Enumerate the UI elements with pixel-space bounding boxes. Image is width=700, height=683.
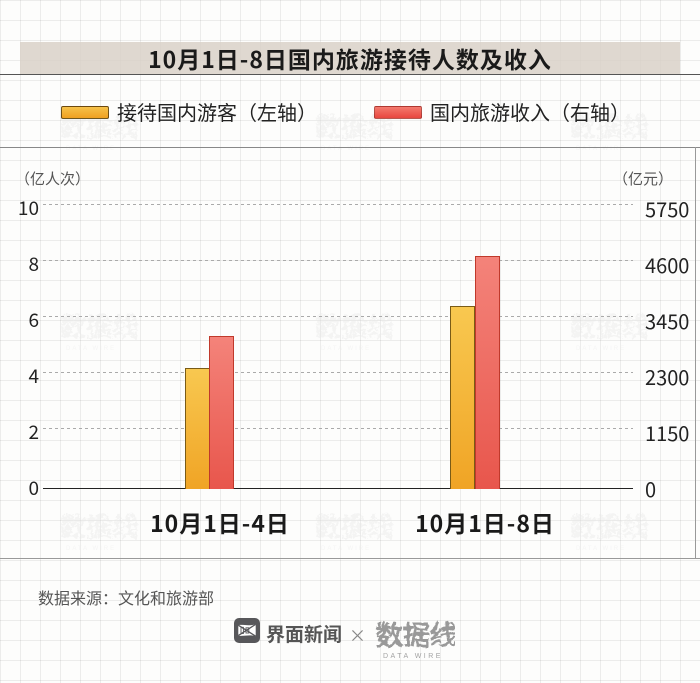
svg-text:DATA WIRE: DATA WIRE [383,653,443,660]
svg-text:数据线: 数据线 [376,621,455,651]
